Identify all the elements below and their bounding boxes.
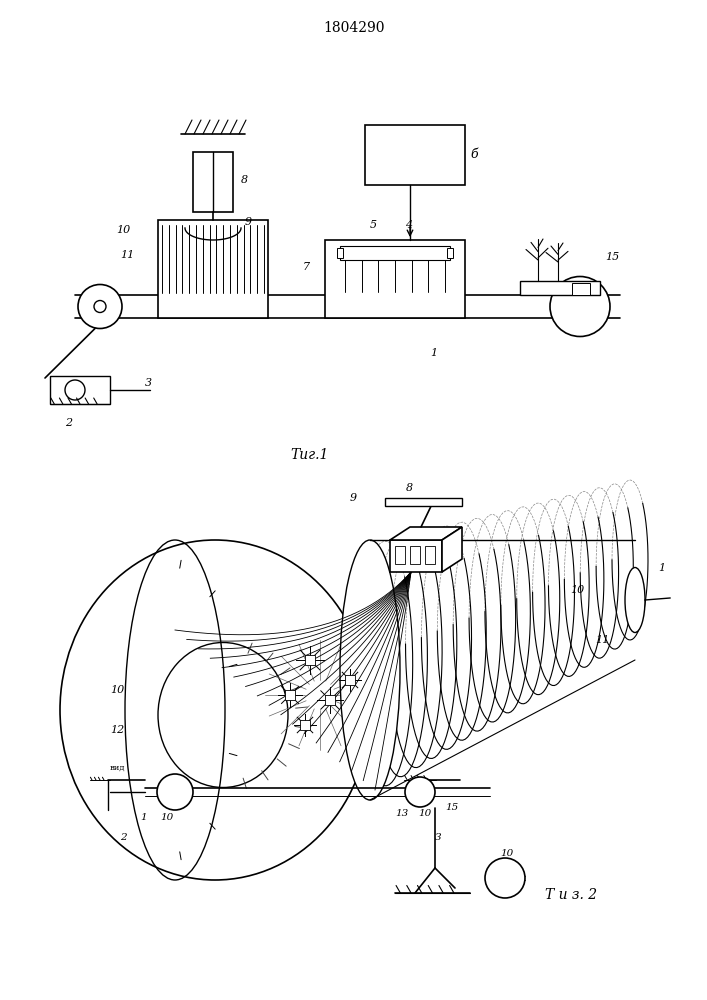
Circle shape — [485, 858, 525, 898]
Text: 10: 10 — [500, 848, 513, 857]
Polygon shape — [390, 527, 462, 540]
Text: 1: 1 — [430, 348, 437, 358]
Bar — [340, 246, 450, 260]
Circle shape — [65, 380, 85, 400]
Bar — [425, 546, 435, 564]
Bar — [158, 220, 268, 318]
Text: 3: 3 — [435, 834, 442, 842]
Text: вид: вид — [110, 764, 126, 772]
Bar — [285, 690, 295, 700]
Bar — [520, 281, 600, 295]
Bar — [325, 240, 465, 318]
Bar — [305, 655, 315, 665]
Text: Τиг.1: Τиг.1 — [290, 448, 328, 462]
Circle shape — [78, 284, 122, 328]
Bar — [385, 498, 462, 506]
Text: 3: 3 — [145, 378, 152, 388]
Ellipse shape — [625, 568, 645, 633]
Ellipse shape — [340, 540, 400, 800]
Bar — [325, 695, 335, 705]
Text: 10: 10 — [160, 814, 173, 822]
Text: 1: 1 — [140, 814, 146, 822]
Text: 11: 11 — [120, 250, 134, 260]
Bar — [300, 720, 310, 730]
Bar — [193, 152, 233, 212]
Text: Τ и з. 2: Τ и з. 2 — [545, 888, 597, 902]
Text: 10: 10 — [570, 585, 584, 595]
Bar — [572, 283, 590, 295]
Circle shape — [405, 777, 435, 807]
Text: 10: 10 — [418, 808, 431, 818]
Text: 2: 2 — [65, 418, 72, 428]
Text: 11: 11 — [595, 635, 609, 645]
Bar — [50, 376, 110, 404]
Bar — [337, 248, 343, 258]
Circle shape — [157, 774, 193, 810]
Text: 5: 5 — [370, 220, 377, 230]
Text: 8: 8 — [241, 175, 248, 185]
Text: 2: 2 — [120, 834, 127, 842]
Text: 8: 8 — [406, 483, 413, 493]
Text: б: б — [470, 148, 478, 161]
Text: 15: 15 — [605, 252, 619, 262]
Text: 9: 9 — [245, 217, 252, 227]
Text: 13: 13 — [395, 808, 408, 818]
Bar — [365, 125, 465, 185]
Circle shape — [94, 300, 106, 312]
Bar — [345, 675, 355, 685]
Bar — [395, 546, 405, 564]
Circle shape — [550, 276, 610, 336]
Text: 12: 12 — [110, 725, 124, 735]
Text: 1: 1 — [658, 563, 665, 573]
Text: 4: 4 — [405, 220, 412, 230]
Bar — [447, 248, 453, 258]
Polygon shape — [442, 527, 462, 572]
Text: 7: 7 — [303, 262, 310, 272]
Text: 10: 10 — [110, 685, 124, 695]
Text: 9: 9 — [350, 493, 357, 503]
Text: 1804290: 1804290 — [323, 21, 385, 35]
Text: 10: 10 — [116, 225, 130, 235]
Bar — [390, 540, 442, 572]
Bar — [410, 546, 420, 564]
Text: 15: 15 — [445, 804, 458, 812]
